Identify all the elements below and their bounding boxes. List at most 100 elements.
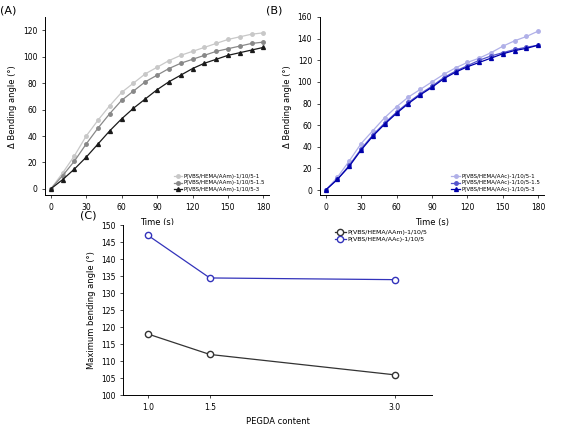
P(VBS/HEMA/AAc)-1/10/5-3	[523, 46, 530, 51]
P(VBS/HEMA/AAc)-1/10/5-1.5	[452, 68, 459, 74]
P(VBS/HEMA/AAc)-1/10/5-1	[523, 34, 530, 39]
P(VBS/HEMA/AAm)-1/10/5-1.5	[48, 186, 54, 191]
P(VBS/HEMA/AAm)-1/10/5-1	[59, 170, 66, 176]
P(VBS/HEMA/AAc)-1/10/5-1.5	[511, 47, 518, 52]
P(VBS/HEMA/AAm)-1/10/5-1	[48, 186, 54, 191]
Y-axis label: Δ Bending angle (°): Δ Bending angle (°)	[8, 65, 17, 147]
Legend: P(VBS/HEMA/AAm)-1/10/5, P(VBS/HEMA/AAc)-1/10/5: P(VBS/HEMA/AAm)-1/10/5, P(VBS/HEMA/AAc)-…	[333, 228, 429, 244]
P(VBS/HEMA/AAm)-1/10/5-3	[83, 155, 90, 160]
P(VBS/HEMA/AAc)-1/10/5-1.5	[405, 100, 412, 105]
X-axis label: Time (s): Time (s)	[140, 218, 174, 227]
P(VBS/HEMA/AAc)-1/10/5-1	[452, 65, 459, 71]
P(VBS/HEMA/AAm)-1/10/5-1.5	[95, 125, 102, 130]
P(VBS/HEMA/AAm)-1/10/5-1	[165, 58, 172, 63]
P(VBS/HEMA/AAm)-1/10/5-3	[236, 50, 243, 55]
Line: P(VBS/HEMA/AAm)-1/10/5-1.5: P(VBS/HEMA/AAm)-1/10/5-1.5	[49, 40, 265, 191]
Text: (C): (C)	[80, 210, 96, 221]
P(VBS/HEMA/AAm)-1/10/5-1.5	[118, 98, 125, 103]
P(VBS/HEMA/AAm)-1/10/5-1	[154, 65, 160, 70]
P(VBS/HEMA/AAc)-1/10/5-1	[476, 56, 482, 61]
P(VBS/HEMA/AAm)-1/10/5-3	[118, 116, 125, 122]
P(VBS/HEMA/AAm)-1/10/5-3	[224, 53, 231, 58]
Line: P(VBS/HEMA/AAc)-1/10/5-1.5: P(VBS/HEMA/AAc)-1/10/5-1.5	[324, 43, 540, 192]
P(VBS/HEMA/AAc)-1/10/5	[145, 233, 151, 238]
P(VBS/HEMA/AAm)-1/10/5-1	[213, 41, 219, 46]
P(VBS/HEMA/AAm)-1/10/5-3	[165, 79, 172, 84]
P(VBS/HEMA/AAm)-1/10/5-3	[107, 128, 113, 133]
Line: P(VBS/HEMA/AAm)-1/10/5-3: P(VBS/HEMA/AAm)-1/10/5-3	[49, 45, 265, 191]
P(VBS/HEMA/AAc)-1/10/5	[392, 277, 398, 282]
P(VBS/HEMA/AAc)-1/10/5-1.5	[381, 120, 388, 125]
X-axis label: PEGDA content: PEGDA content	[246, 417, 310, 425]
P(VBS/HEMA/AAc)-1/10/5-1.5	[440, 75, 447, 80]
P(VBS/HEMA/AAm)-1/10/5-1.5	[224, 46, 231, 51]
P(VBS/HEMA/AAm)-1/10/5-1	[130, 81, 137, 86]
P(VBS/HEMA/AAc)-1/10/5-1	[370, 128, 376, 133]
P(VBS/HEMA/AAm)-1/10/5-1	[260, 30, 266, 35]
Line: P(VBS/HEMA/AAm)-1/10/5: P(VBS/HEMA/AAm)-1/10/5	[145, 331, 398, 378]
P(VBS/HEMA/AAc)-1/10/5-3	[381, 122, 388, 127]
P(VBS/HEMA/AAc)-1/10/5-1.5	[429, 84, 435, 89]
P(VBS/HEMA/AAc)-1/10/5-1	[358, 141, 365, 146]
P(VBS/HEMA/AAm)-1/10/5-1	[189, 49, 196, 54]
P(VBS/HEMA/AAm)-1/10/5-3	[142, 96, 149, 102]
P(VBS/HEMA/AAc)-1/10/5-3	[405, 101, 412, 106]
P(VBS/HEMA/AAc)-1/10/5-1	[393, 104, 400, 109]
P(VBS/HEMA/AAc)-1/10/5-1	[334, 175, 341, 180]
P(VBS/HEMA/AAc)-1/10/5-3	[499, 51, 506, 57]
Line: P(VBS/HEMA/AAc)-1/10/5-3: P(VBS/HEMA/AAc)-1/10/5-3	[324, 43, 540, 192]
P(VBS/HEMA/AAc)-1/10/5-1	[535, 28, 541, 34]
P(VBS/HEMA/AAm)-1/10/5-3	[201, 61, 208, 66]
P(VBS/HEMA/AAm)-1/10/5-1.5	[248, 41, 255, 46]
P(VBS/HEMA/AAm)-1/10/5-1.5	[107, 111, 113, 116]
P(VBS/HEMA/AAm)-1/10/5	[145, 332, 151, 337]
P(VBS/HEMA/AAm)-1/10/5-1	[224, 37, 231, 42]
P(VBS/HEMA/AAm)-1/10/5-3	[260, 45, 266, 50]
Text: (A): (A)	[0, 6, 16, 15]
P(VBS/HEMA/AAc)-1/10/5-3	[417, 92, 424, 97]
Text: (B): (B)	[266, 6, 282, 15]
P(VBS/HEMA/AAm)-1/10/5-3	[248, 48, 255, 53]
P(VBS/HEMA/AAm)-1/10/5-1.5	[83, 142, 90, 147]
Y-axis label: Maximum bending angle (°): Maximum bending angle (°)	[87, 251, 96, 369]
P(VBS/HEMA/AAm)-1/10/5-3	[95, 142, 102, 147]
Legend: P(VBS/HEMA/AAc)-1/10/5-1, P(VBS/HEMA/AAc)-1/10/5-1.5, P(VBS/HEMA/AAc)-1/10/5-3: P(VBS/HEMA/AAc)-1/10/5-1, P(VBS/HEMA/AAc…	[450, 173, 541, 193]
P(VBS/HEMA/AAm)-1/10/5-1.5	[59, 173, 66, 178]
P(VBS/HEMA/AAm)-1/10/5-3	[154, 87, 160, 92]
P(VBS/HEMA/AAc)-1/10/5	[206, 275, 213, 281]
P(VBS/HEMA/AAc)-1/10/5-1	[346, 159, 353, 164]
P(VBS/HEMA/AAc)-1/10/5-1	[440, 72, 447, 77]
P(VBS/HEMA/AAc)-1/10/5-3	[393, 111, 400, 116]
P(VBS/HEMA/AAc)-1/10/5-1	[499, 44, 506, 49]
P(VBS/HEMA/AAc)-1/10/5-1.5	[370, 132, 376, 137]
P(VBS/HEMA/AAm)-1/10/5-1.5	[201, 53, 208, 58]
P(VBS/HEMA/AAc)-1/10/5-3	[488, 56, 494, 61]
P(VBS/HEMA/AAm)-1/10/5-1.5	[177, 61, 184, 66]
P(VBS/HEMA/AAm)-1/10/5-3	[59, 177, 66, 182]
P(VBS/HEMA/AAm)-1/10/5-3	[177, 73, 184, 78]
P(VBS/HEMA/AAc)-1/10/5-1	[429, 79, 435, 85]
Y-axis label: Δ Bending angle (°): Δ Bending angle (°)	[283, 65, 292, 147]
P(VBS/HEMA/AAc)-1/10/5-1.5	[417, 91, 424, 96]
P(VBS/HEMA/AAm)-1/10/5-1	[142, 71, 149, 76]
P(VBS/HEMA/AAm)-1/10/5-1	[177, 53, 184, 58]
P(VBS/HEMA/AAm)-1/10/5-1.5	[71, 159, 78, 164]
P(VBS/HEMA/AAc)-1/10/5-1	[464, 60, 471, 65]
P(VBS/HEMA/AAc)-1/10/5-3	[464, 64, 471, 69]
P(VBS/HEMA/AAc)-1/10/5-1.5	[323, 187, 329, 193]
P(VBS/HEMA/AAc)-1/10/5-1.5	[488, 54, 494, 59]
Line: P(VBS/HEMA/AAc)-1/10/5-1: P(VBS/HEMA/AAc)-1/10/5-1	[324, 29, 540, 192]
P(VBS/HEMA/AAc)-1/10/5-3	[440, 76, 447, 81]
P(VBS/HEMA/AAc)-1/10/5-3	[511, 48, 518, 53]
P(VBS/HEMA/AAc)-1/10/5-3	[358, 147, 365, 153]
P(VBS/HEMA/AAm)-1/10/5-1	[107, 103, 113, 108]
P(VBS/HEMA/AAc)-1/10/5-3	[346, 164, 353, 169]
P(VBS/HEMA/AAc)-1/10/5-1.5	[464, 63, 471, 68]
P(VBS/HEMA/AAm)-1/10/5-1.5	[189, 57, 196, 62]
P(VBS/HEMA/AAm)-1/10/5-3	[48, 186, 54, 191]
P(VBS/HEMA/AAm)-1/10/5-1.5	[154, 73, 160, 78]
Line: P(VBS/HEMA/AAm)-1/10/5-1: P(VBS/HEMA/AAm)-1/10/5-1	[49, 31, 265, 191]
P(VBS/HEMA/AAm)-1/10/5-1.5	[165, 66, 172, 71]
P(VBS/HEMA/AAc)-1/10/5-1	[405, 94, 412, 99]
P(VBS/HEMA/AAc)-1/10/5-1.5	[499, 50, 506, 55]
